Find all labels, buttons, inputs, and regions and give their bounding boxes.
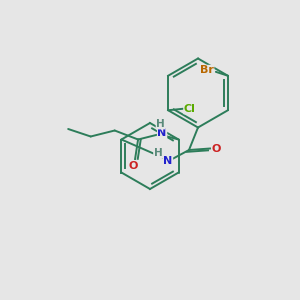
Text: Br: Br [200,65,214,75]
Text: O: O [212,143,221,154]
Text: H: H [154,148,163,158]
Text: N: N [164,155,172,166]
Text: O: O [129,160,138,171]
Text: Cl: Cl [184,104,196,114]
Text: N: N [158,128,167,139]
Text: H: H [156,119,165,129]
